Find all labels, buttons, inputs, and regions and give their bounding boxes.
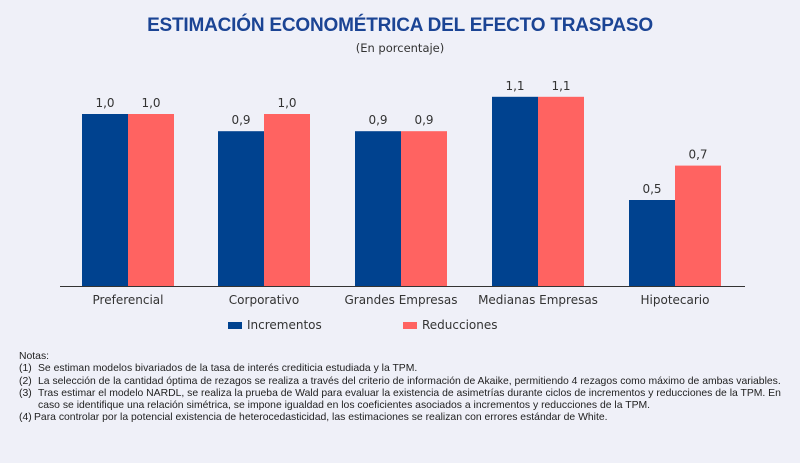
bar-group-grandes-empresas: 0,9 0,9 Grandes Empresas	[344, 113, 457, 307]
data-label: 0,9	[368, 113, 387, 127]
note-text: Tras estimar el modelo NARDL, se realiza…	[38, 387, 781, 412]
bar-incrementos	[629, 200, 675, 286]
note-number: (1)	[19, 363, 32, 375]
note-number: (2)	[19, 375, 32, 387]
bar-reducciones	[401, 131, 447, 286]
chart-title: ESTIMACIÓN ECONOMÉTRICA DEL EFECTO TRASP…	[147, 15, 653, 36]
bar-group-preferencial: 1,0 1,0 Preferencial	[82, 96, 174, 307]
bar-incrementos	[492, 96, 538, 286]
category-label: Medianas Empresas	[478, 293, 598, 307]
legend-item-incrementos: Incrementos	[228, 318, 322, 332]
bar-reducciones	[538, 96, 584, 286]
note-item: (2) La selección de la cantidad óptima d…	[19, 376, 794, 388]
bar-group-corporativo: 0,9 1,0 Corporativo	[218, 96, 310, 307]
data-label: 0,7	[688, 148, 707, 162]
legend-swatch-reducciones	[403, 321, 417, 329]
data-label: 1,1	[551, 79, 570, 93]
note-number: (4)	[19, 412, 32, 424]
bar-reducciones	[675, 165, 721, 286]
legend-label-incrementos: Incrementos	[247, 318, 322, 332]
note-item: (4) Para controlar por la potencial exis…	[19, 412, 794, 424]
bar-reducciones	[264, 114, 310, 286]
notes-heading: Notas:	[19, 351, 50, 362]
data-label: 1,1	[505, 79, 524, 93]
legend: Incrementos Reducciones	[0, 318, 800, 336]
data-label: 1,0	[141, 96, 160, 110]
note-item: (1) Se estiman modelos bivariados de la …	[19, 363, 794, 375]
category-label: Grandes Empresas	[344, 293, 457, 307]
bar-group-medianas-empresas: 1,1 1,1 Medianas Empresas	[478, 79, 598, 307]
bar-group-hipotecario: 0,5 0,7 Hipotecario	[629, 148, 721, 307]
data-label: 0,9	[414, 113, 433, 127]
data-label: 1,0	[95, 96, 114, 110]
notes: Notas: (1) Se estiman modelos bivariados…	[19, 351, 794, 425]
category-label: Corporativo	[229, 293, 299, 307]
note-text: Para controlar por la potencial existenc…	[34, 412, 608, 424]
bar-reducciones	[128, 114, 174, 286]
legend-label-reducciones: Reducciones	[422, 318, 498, 332]
legend-item-reducciones: Reducciones	[403, 318, 498, 332]
data-label: 0,9	[231, 113, 250, 127]
note-item: (3) Tras estimar el modelo NARDL, se rea…	[19, 388, 794, 413]
data-label: 1,0	[277, 96, 296, 110]
note-text: La selección de la cantidad óptima de re…	[38, 375, 781, 387]
category-label: Hipotecario	[641, 293, 710, 307]
bar-incrementos	[218, 131, 264, 286]
chart-subtitle: (En porcentaje)	[355, 41, 445, 55]
category-label: Preferencial	[93, 293, 164, 307]
data-label: 0,5	[642, 182, 661, 196]
bar-incrementos	[82, 114, 128, 286]
note-number: (3)	[19, 387, 32, 399]
bar-incrementos	[355, 131, 401, 286]
note-text: Se estiman modelos bivariados de la tasa…	[38, 363, 418, 375]
legend-swatch-incrementos	[228, 321, 242, 329]
